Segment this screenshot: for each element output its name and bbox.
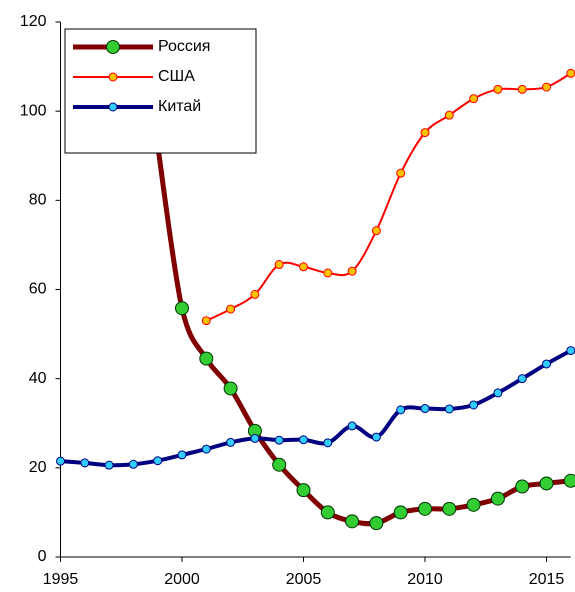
- point: [418, 501, 432, 516]
- point: [490, 491, 505, 506]
- point: [56, 456, 65, 466]
- legend-label: Россия: [158, 38, 210, 55]
- y-tick-label: 20: [29, 459, 47, 476]
- point: [442, 501, 457, 516]
- point: [493, 388, 503, 398]
- point: [296, 483, 311, 498]
- point: [542, 359, 551, 369]
- legend-marker: [108, 102, 118, 112]
- point: [323, 438, 333, 448]
- point: [272, 457, 287, 472]
- point: [493, 84, 503, 94]
- point: [199, 351, 214, 366]
- point: [347, 421, 357, 431]
- y-tick-label: 60: [29, 281, 47, 298]
- point: [274, 435, 284, 445]
- point: [420, 128, 430, 138]
- point: [469, 400, 479, 410]
- point: [566, 346, 575, 356]
- x-tick-label: 2015: [529, 571, 565, 588]
- point: [444, 404, 454, 414]
- point: [396, 168, 406, 178]
- point: [128, 459, 138, 469]
- point: [466, 497, 481, 512]
- y-tick-label: 40: [29, 370, 47, 387]
- point: [201, 444, 211, 454]
- point: [420, 404, 430, 414]
- point: [444, 110, 454, 120]
- point: [274, 260, 284, 270]
- point: [469, 94, 479, 104]
- point: [517, 374, 527, 384]
- point: [566, 68, 575, 78]
- point: [201, 316, 211, 326]
- point: [347, 266, 357, 276]
- point: [223, 381, 238, 396]
- point: [517, 84, 527, 94]
- point: [250, 433, 260, 443]
- point: [345, 514, 360, 529]
- point: [153, 456, 163, 466]
- point: [80, 458, 90, 468]
- point: [369, 516, 384, 531]
- point: [393, 505, 408, 520]
- point: [542, 82, 551, 92]
- point: [515, 479, 530, 494]
- x-tick-label: 2000: [164, 571, 200, 588]
- legend-label: США: [158, 68, 195, 85]
- point: [396, 405, 406, 415]
- point: [175, 301, 189, 316]
- point: [371, 226, 381, 236]
- point: [104, 460, 114, 470]
- point: [226, 437, 236, 447]
- x-tick-label: 2005: [286, 571, 322, 588]
- point: [226, 304, 236, 314]
- point: [299, 435, 308, 445]
- point: [539, 476, 554, 491]
- x-tick-label: 2010: [407, 571, 443, 588]
- legend-label: Китай: [158, 98, 201, 115]
- y-tick-label: 100: [20, 102, 47, 119]
- point: [371, 432, 381, 442]
- point: [323, 268, 333, 278]
- legend-marker: [106, 40, 120, 54]
- point: [563, 473, 575, 488]
- legend-marker: [108, 72, 118, 82]
- point: [177, 450, 187, 460]
- y-tick-label: 120: [20, 13, 47, 30]
- y-tick-label: 0: [38, 548, 47, 565]
- x-tick-label: 1995: [43, 571, 79, 588]
- series-line: [205, 72, 572, 322]
- series-line: [60, 348, 572, 468]
- legend-box: [64, 28, 257, 154]
- point: [299, 262, 308, 272]
- series-line: [155, 145, 572, 527]
- point: [250, 289, 260, 299]
- point: [320, 505, 335, 520]
- y-tick-label: 80: [29, 192, 47, 209]
